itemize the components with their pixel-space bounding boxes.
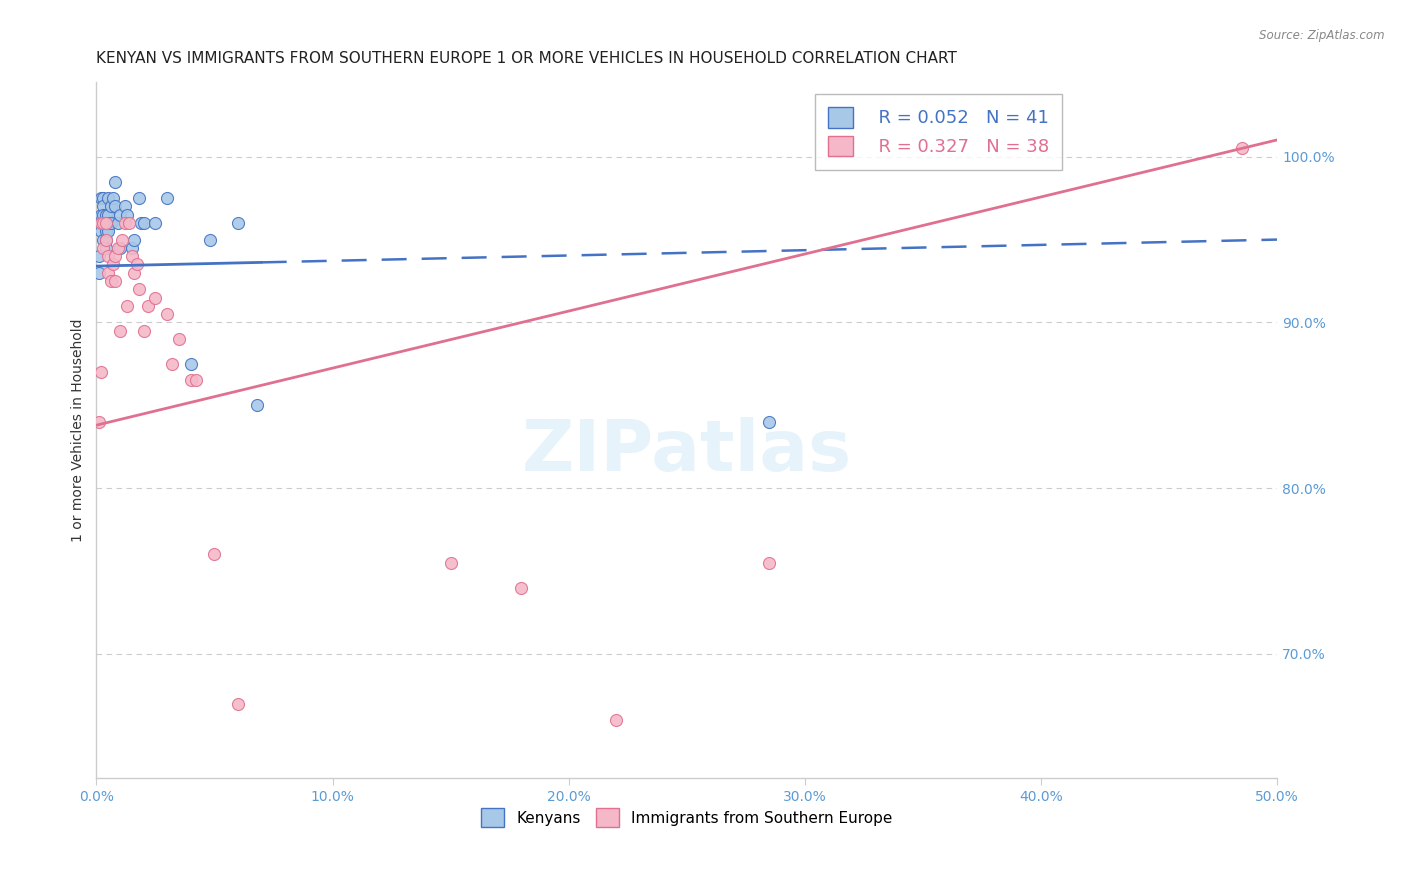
Point	[104, 175, 127, 189]
Point	[100, 199, 122, 213]
Point	[101, 191, 124, 205]
Point	[93, 199, 115, 213]
Point	[104, 249, 127, 263]
Point	[108, 241, 131, 255]
Point	[156, 191, 179, 205]
Point	[97, 208, 120, 222]
Point	[122, 266, 145, 280]
Point	[129, 216, 152, 230]
Point	[97, 266, 120, 280]
Point	[121, 249, 143, 263]
Point	[90, 216, 112, 230]
Point	[93, 233, 115, 247]
Point	[94, 233, 117, 247]
Point	[145, 216, 167, 230]
Point	[132, 324, 155, 338]
Point	[97, 224, 120, 238]
Point	[101, 257, 124, 271]
Point	[132, 216, 155, 230]
Point	[93, 216, 115, 230]
Point	[145, 291, 167, 305]
Point	[94, 216, 117, 230]
Point	[94, 208, 117, 222]
Point	[440, 556, 463, 570]
Point	[114, 216, 136, 230]
Text: ZIPatlas: ZIPatlas	[522, 417, 852, 485]
Point	[87, 415, 110, 429]
Point	[160, 357, 183, 371]
Point	[108, 324, 131, 338]
Point	[246, 398, 269, 412]
Point	[204, 548, 226, 562]
Point	[198, 233, 221, 247]
Point	[97, 191, 120, 205]
Point	[97, 249, 120, 263]
Point	[167, 332, 190, 346]
Point	[104, 199, 127, 213]
Point	[90, 208, 112, 222]
Legend: Kenyans, Immigrants from Southern Europe: Kenyans, Immigrants from Southern Europe	[475, 803, 898, 833]
Point	[128, 191, 150, 205]
Point	[90, 191, 112, 205]
Point	[94, 233, 117, 247]
Point	[90, 365, 112, 379]
Point	[100, 274, 122, 288]
Point	[87, 249, 110, 263]
Point	[93, 241, 115, 255]
Point	[87, 266, 110, 280]
Point	[111, 233, 134, 247]
Point	[122, 233, 145, 247]
Text: KENYAN VS IMMIGRANTS FROM SOUTHERN EUROPE 1 OR MORE VEHICLES IN HOUSEHOLD CORREL: KENYAN VS IMMIGRANTS FROM SOUTHERN EUROP…	[97, 51, 957, 66]
Point	[758, 556, 780, 570]
Point	[128, 282, 150, 296]
Point	[93, 208, 115, 222]
Point	[94, 241, 117, 255]
Point	[180, 374, 202, 388]
Point	[136, 299, 159, 313]
Point	[125, 257, 148, 271]
Point	[97, 216, 120, 230]
Point	[184, 374, 207, 388]
Point	[108, 208, 131, 222]
Point	[107, 241, 129, 255]
Point	[93, 216, 115, 230]
Point	[118, 216, 141, 230]
Point	[605, 713, 627, 727]
Y-axis label: 1 or more Vehicles in Household: 1 or more Vehicles in Household	[72, 318, 86, 542]
Point	[94, 224, 117, 238]
Point	[104, 274, 127, 288]
Point	[758, 415, 780, 429]
Point	[100, 216, 122, 230]
Point	[115, 299, 138, 313]
Point	[114, 199, 136, 213]
Point	[94, 216, 117, 230]
Point	[121, 241, 143, 255]
Text: Source: ZipAtlas.com: Source: ZipAtlas.com	[1260, 29, 1385, 42]
Point	[510, 581, 533, 595]
Point	[226, 697, 249, 711]
Point	[93, 191, 115, 205]
Point	[180, 357, 202, 371]
Point	[107, 216, 129, 230]
Point	[1230, 141, 1253, 155]
Point	[226, 216, 249, 230]
Point	[90, 224, 112, 238]
Point	[156, 307, 179, 321]
Point	[115, 208, 138, 222]
